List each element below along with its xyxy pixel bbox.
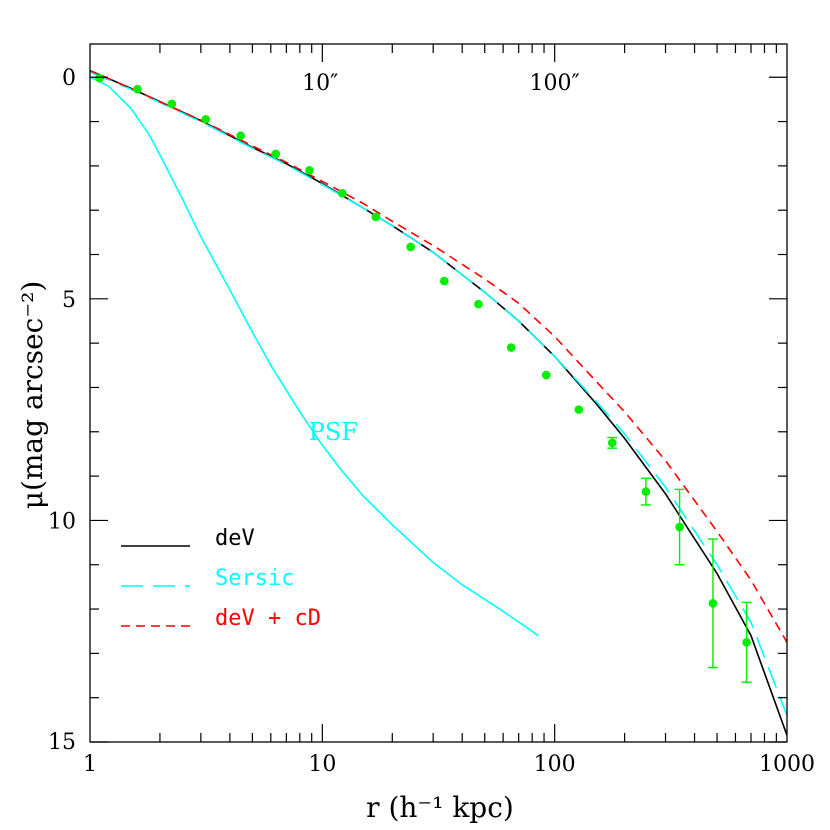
- psf-annotation: PSF: [309, 418, 358, 446]
- y-tick-label: 15: [48, 730, 76, 755]
- x-tick-label: 10: [308, 752, 336, 777]
- y-tick-label: 0: [62, 66, 76, 91]
- data-point: [742, 637, 751, 647]
- data-point: [708, 598, 718, 608]
- y-tick-label: 5: [62, 288, 76, 313]
- curve-dev-cd: [90, 69, 787, 643]
- curve-psf: [90, 76, 539, 637]
- data-point: [607, 438, 617, 448]
- curve-dev: [90, 69, 787, 736]
- top-arcsec-label: 10″: [302, 71, 338, 96]
- data-point: [675, 522, 684, 532]
- top-arcsec-label: 100″: [530, 71, 580, 96]
- legend-label: Sersic: [215, 566, 294, 591]
- data-point: [167, 99, 177, 109]
- data-point: [541, 370, 551, 380]
- data-point: [474, 299, 483, 309]
- data-point: [440, 276, 449, 286]
- data-point: [506, 343, 516, 352]
- legend: deV Sersic deV + cD: [121, 526, 321, 631]
- data-point: [371, 212, 381, 222]
- data-point: [641, 487, 651, 496]
- axis-ticks: [90, 44, 787, 743]
- data-point: [95, 73, 104, 83]
- x-tick-label: 1000: [759, 752, 815, 777]
- data-point: [574, 405, 584, 414]
- y-tick-label: 10: [48, 509, 76, 534]
- data-point: [133, 84, 142, 94]
- x-tick-label: 1: [83, 752, 97, 777]
- data-point: [406, 242, 415, 252]
- legend-label: deV + cD: [215, 606, 321, 631]
- x-tick-label: 100: [534, 752, 576, 777]
- data-point: [338, 189, 347, 198]
- axis-labels: 1 10 100 1000 0 5 10 15 10″ 100″: [48, 66, 815, 777]
- data-point: [271, 149, 281, 159]
- profile-curves: [90, 69, 787, 736]
- data-point: [201, 115, 211, 124]
- data-point: [236, 131, 245, 141]
- data-points: [95, 73, 752, 683]
- y-axis-title: μ(mag arcsec⁻²): [16, 281, 49, 510]
- data-point: [305, 166, 314, 175]
- plot-frame: [89, 43, 788, 743]
- legend-label: deV: [215, 526, 255, 551]
- x-axis-title: r (h⁻¹ kpc): [366, 791, 514, 824]
- curve-sersic: [90, 71, 787, 716]
